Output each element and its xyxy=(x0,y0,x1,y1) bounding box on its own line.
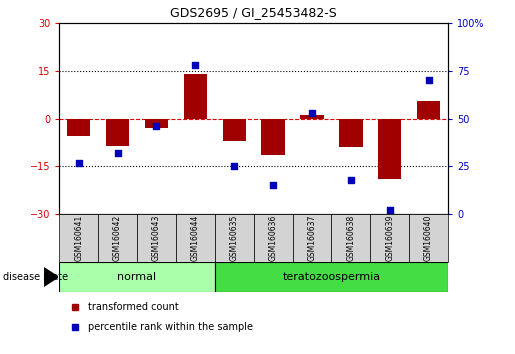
Point xyxy=(191,62,199,68)
Text: GSM160644: GSM160644 xyxy=(191,215,200,261)
Bar xyxy=(300,115,323,119)
Bar xyxy=(293,214,332,262)
Text: GSM160642: GSM160642 xyxy=(113,215,122,261)
Bar xyxy=(409,214,448,262)
Bar xyxy=(332,214,370,262)
Title: GDS2695 / GI_25453482-S: GDS2695 / GI_25453482-S xyxy=(170,6,337,19)
Bar xyxy=(59,214,98,262)
Point xyxy=(308,110,316,116)
Point xyxy=(113,150,122,156)
Text: GSM160638: GSM160638 xyxy=(347,215,355,261)
Bar xyxy=(184,74,207,119)
Point xyxy=(386,207,394,213)
Bar xyxy=(106,119,129,145)
Point xyxy=(269,183,277,188)
Bar xyxy=(67,119,90,136)
Text: GSM160643: GSM160643 xyxy=(152,215,161,261)
Bar xyxy=(215,262,448,292)
Bar xyxy=(417,101,440,119)
Text: normal: normal xyxy=(117,272,157,282)
Point xyxy=(230,164,238,169)
Text: percentile rank within the sample: percentile rank within the sample xyxy=(89,322,253,332)
Bar xyxy=(145,119,168,128)
Text: GSM160641: GSM160641 xyxy=(74,215,83,261)
Point xyxy=(152,124,161,129)
Bar xyxy=(137,214,176,262)
Bar xyxy=(370,214,409,262)
Text: transformed count: transformed count xyxy=(89,302,179,312)
Bar xyxy=(59,262,215,292)
Text: GSM160637: GSM160637 xyxy=(307,215,316,261)
Bar xyxy=(215,214,253,262)
Text: GSM160640: GSM160640 xyxy=(424,215,433,261)
Bar xyxy=(378,119,401,179)
Bar xyxy=(262,119,285,155)
Bar xyxy=(222,119,246,141)
Bar xyxy=(339,119,363,147)
Text: disease state: disease state xyxy=(3,272,67,282)
Point xyxy=(424,78,433,83)
Point xyxy=(347,177,355,183)
Text: GSM160635: GSM160635 xyxy=(230,215,238,261)
Text: teratozoospermia: teratozoospermia xyxy=(282,272,381,282)
Bar xyxy=(253,214,293,262)
Text: GSM160636: GSM160636 xyxy=(269,215,278,261)
Bar xyxy=(176,214,215,262)
Point xyxy=(75,160,83,165)
Text: GSM160639: GSM160639 xyxy=(385,215,394,261)
Bar xyxy=(98,214,137,262)
Polygon shape xyxy=(44,268,58,286)
